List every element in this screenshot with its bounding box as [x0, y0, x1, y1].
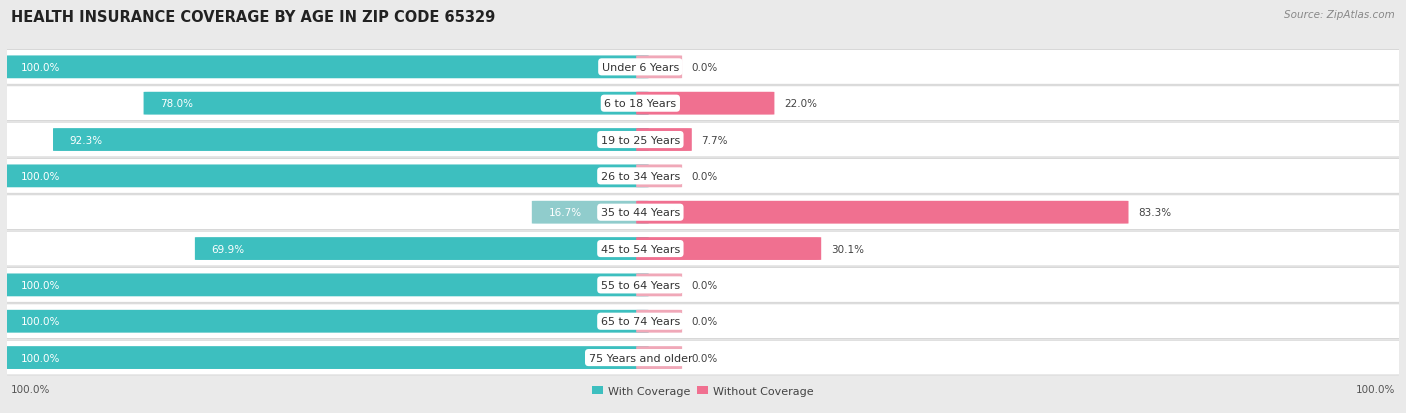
FancyBboxPatch shape [636, 274, 682, 297]
Text: 0.0%: 0.0% [692, 171, 718, 181]
Text: 78.0%: 78.0% [160, 99, 193, 109]
FancyBboxPatch shape [636, 93, 775, 115]
FancyBboxPatch shape [4, 165, 648, 188]
FancyBboxPatch shape [0, 159, 1406, 194]
Text: 55 to 64 Years: 55 to 64 Years [600, 280, 681, 290]
Text: 0.0%: 0.0% [692, 316, 718, 326]
Legend: With Coverage, Without Coverage: With Coverage, Without Coverage [588, 381, 818, 400]
FancyBboxPatch shape [636, 237, 821, 260]
Text: 0.0%: 0.0% [692, 63, 718, 73]
Text: 22.0%: 22.0% [785, 99, 817, 109]
FancyBboxPatch shape [0, 50, 1406, 85]
Text: 92.3%: 92.3% [70, 135, 103, 145]
Text: 100.0%: 100.0% [1355, 384, 1395, 394]
Text: 0.0%: 0.0% [692, 280, 718, 290]
Text: 100.0%: 100.0% [21, 316, 60, 326]
Text: 83.3%: 83.3% [1139, 208, 1171, 218]
FancyBboxPatch shape [636, 201, 1129, 224]
Text: 75 Years and older: 75 Years and older [589, 353, 692, 363]
FancyBboxPatch shape [4, 347, 648, 369]
Text: 26 to 34 Years: 26 to 34 Years [600, 171, 681, 181]
FancyBboxPatch shape [636, 347, 682, 369]
FancyBboxPatch shape [53, 129, 648, 152]
FancyBboxPatch shape [143, 93, 648, 115]
Text: 45 to 54 Years: 45 to 54 Years [600, 244, 681, 254]
FancyBboxPatch shape [0, 304, 1406, 339]
FancyBboxPatch shape [531, 201, 648, 224]
Text: 100.0%: 100.0% [21, 171, 60, 181]
Text: 100.0%: 100.0% [21, 63, 60, 73]
Text: 69.9%: 69.9% [211, 244, 245, 254]
FancyBboxPatch shape [636, 310, 682, 333]
Text: 65 to 74 Years: 65 to 74 Years [600, 316, 681, 326]
Text: 6 to 18 Years: 6 to 18 Years [605, 99, 676, 109]
FancyBboxPatch shape [4, 310, 648, 333]
Text: 7.7%: 7.7% [702, 135, 728, 145]
FancyBboxPatch shape [636, 56, 682, 79]
Text: 19 to 25 Years: 19 to 25 Years [600, 135, 681, 145]
FancyBboxPatch shape [0, 123, 1406, 157]
Text: Source: ZipAtlas.com: Source: ZipAtlas.com [1284, 10, 1395, 20]
Text: 100.0%: 100.0% [21, 353, 60, 363]
FancyBboxPatch shape [4, 274, 648, 297]
FancyBboxPatch shape [0, 232, 1406, 266]
FancyBboxPatch shape [636, 129, 692, 152]
FancyBboxPatch shape [0, 340, 1406, 375]
Text: 16.7%: 16.7% [548, 208, 582, 218]
Text: 30.1%: 30.1% [831, 244, 863, 254]
Text: HEALTH INSURANCE COVERAGE BY AGE IN ZIP CODE 65329: HEALTH INSURANCE COVERAGE BY AGE IN ZIP … [11, 10, 495, 25]
Text: Under 6 Years: Under 6 Years [602, 63, 679, 73]
FancyBboxPatch shape [0, 195, 1406, 230]
Text: 35 to 44 Years: 35 to 44 Years [600, 208, 681, 218]
FancyBboxPatch shape [0, 87, 1406, 121]
FancyBboxPatch shape [0, 268, 1406, 303]
FancyBboxPatch shape [636, 165, 682, 188]
Text: 0.0%: 0.0% [692, 353, 718, 363]
FancyBboxPatch shape [195, 237, 648, 260]
Text: 100.0%: 100.0% [11, 384, 51, 394]
Text: 100.0%: 100.0% [21, 280, 60, 290]
FancyBboxPatch shape [4, 56, 648, 79]
